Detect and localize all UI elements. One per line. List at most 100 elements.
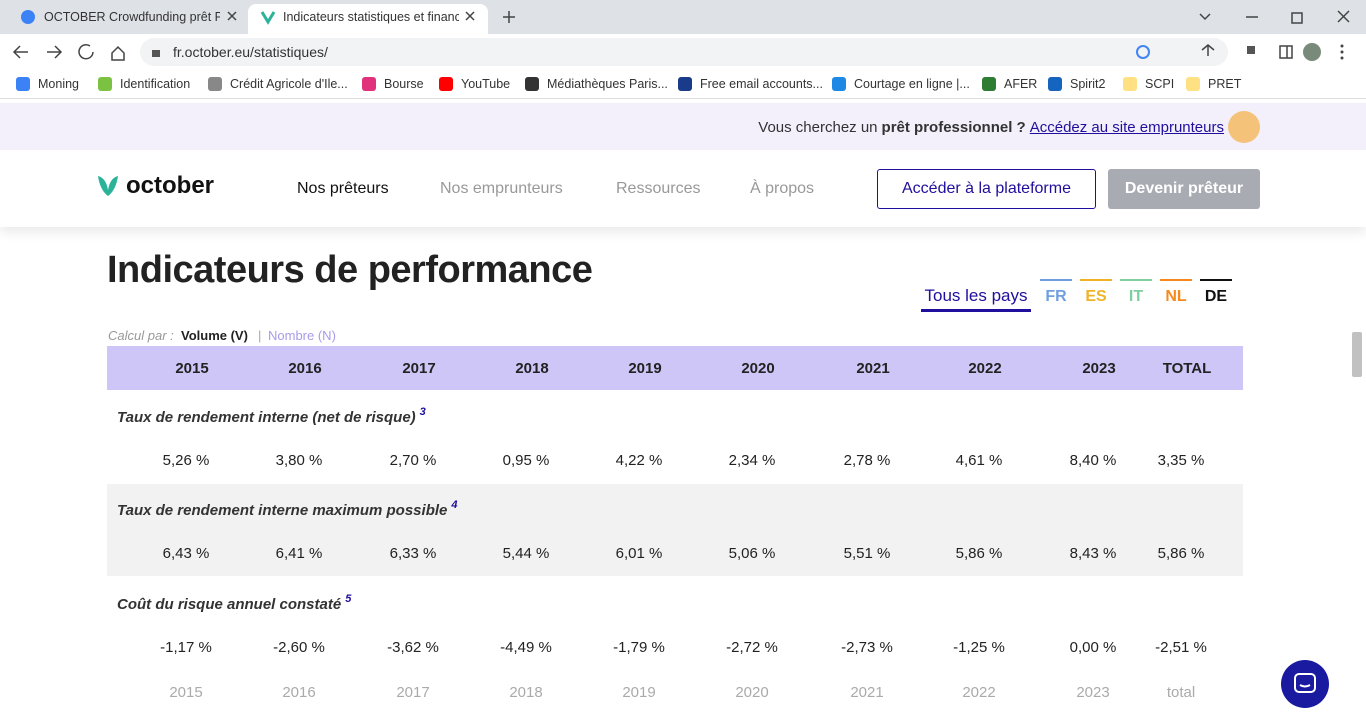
table-cell: 2,70 %	[389, 452, 437, 469]
bookmark[interactable]: Courtage en ligne |...	[854, 77, 970, 91]
table-cell: 2,34 %	[728, 452, 776, 469]
calc-label: Calcul par :	[108, 328, 174, 343]
bookmark-icon	[362, 77, 376, 91]
table-footer-cell: 2018	[509, 684, 543, 701]
table-footer-cell: 2017	[396, 684, 430, 701]
table-cell: -1,17 %	[160, 639, 212, 656]
bookmark[interactable]: PRET	[1208, 77, 1242, 91]
table-cell: 6,41 %	[275, 545, 323, 562]
bookmark[interactable]: Free email accounts...	[700, 77, 823, 91]
account-avatar[interactable]	[1228, 111, 1260, 143]
bookmark-icon	[439, 77, 453, 91]
banner-text: Vous cherchez un prêt professionnel ? Accé…	[758, 119, 1224, 136]
table-header-cell: 2017	[402, 360, 436, 377]
table-cell: 5,06 %	[728, 545, 776, 562]
row-note: 4	[451, 499, 458, 511]
banner	[0, 103, 1366, 150]
table-cell: -2,51 %	[1155, 639, 1207, 656]
table-cell: -2,60 %	[273, 639, 325, 656]
bookmark[interactable]: AFER	[1004, 77, 1038, 91]
table-header-cell: 2016	[288, 360, 322, 377]
table-cell: 4,22 %	[615, 452, 663, 469]
country-tab[interactable]: FR	[1040, 279, 1072, 306]
table-footer-cell: 2022	[962, 684, 996, 701]
table-cell: 6,43 %	[162, 545, 210, 562]
bookmark-icon	[1048, 77, 1062, 91]
table-cell: 0,00 %	[1069, 639, 1117, 656]
table-footer-cell: 2021	[850, 684, 884, 701]
row-note: 3	[419, 406, 426, 418]
country-tab[interactable]: IT	[1120, 279, 1152, 306]
row-note: 5	[345, 593, 352, 605]
table-cell: -1,25 %	[953, 639, 1005, 656]
chat-icon	[1294, 673, 1316, 693]
table-cell: -3,62 %	[387, 639, 439, 656]
table-cell: 5,86 %	[955, 545, 1003, 562]
country-tab[interactable]: NL	[1160, 279, 1192, 306]
tab-title[interactable]: Indicateurs statistiques et financi	[283, 10, 459, 24]
bookmark-icon	[1123, 77, 1137, 91]
table-cell: 8,40 %	[1069, 452, 1117, 469]
logo-icon	[98, 176, 118, 196]
row-label: Taux de rendement interne (net de risque…	[117, 409, 416, 426]
table-cell: -1,79 %	[613, 639, 665, 656]
omnibox[interactable]	[140, 38, 1228, 66]
table-cell: 2,78 %	[843, 452, 891, 469]
bookmark[interactable]: Moning	[38, 77, 79, 91]
url[interactable]: fr.october.eu/statistiques/	[173, 44, 328, 60]
nav-link[interactable]: Nos prêteurs	[297, 180, 389, 197]
table-footer-cell: 2023	[1076, 684, 1110, 701]
banner-lead: Vous cherchez un	[758, 119, 878, 136]
primary-button[interactable]: Accéder à la plateforme	[877, 169, 1096, 209]
chat-button[interactable]	[1281, 660, 1329, 708]
nav-link[interactable]: Ressources	[616, 180, 701, 197]
bookmark[interactable]: Médiathèques Paris...	[547, 77, 668, 91]
secondary-button[interactable]: Devenir prêteur	[1108, 169, 1260, 209]
table-header-cell: 2019	[628, 360, 662, 377]
table-cell: 3,35 %	[1157, 452, 1205, 469]
table-cell: -2,73 %	[841, 639, 893, 656]
calc-option[interactable]: Nombre (N)	[268, 328, 336, 343]
table-footer-cell: 2020	[735, 684, 769, 701]
bookmark[interactable]: Spirit2	[1070, 77, 1106, 91]
table-header-cell: 2015	[175, 360, 209, 377]
table-footer-cell: 2019	[622, 684, 656, 701]
table-header-cell: 2020	[741, 360, 775, 377]
nav-link[interactable]: À propos	[750, 180, 815, 197]
scrollbar-thumb[interactable]	[1352, 332, 1362, 377]
table-footer-cell: total	[1166, 684, 1196, 701]
bookmark[interactable]: Bourse	[384, 77, 424, 91]
table-cell: 5,86 %	[1157, 545, 1205, 562]
row-bg	[107, 484, 1243, 576]
nav-link[interactable]: Nos emprunteurs	[440, 180, 563, 197]
bookmark[interactable]: SCPI	[1145, 77, 1175, 91]
calc-option-active[interactable]: Volume (V)	[181, 328, 248, 343]
table-header-cell: 2018	[515, 360, 549, 377]
banner-bold: prêt professionnel ?	[881, 119, 1026, 136]
bookmark-icon	[832, 77, 846, 91]
country-tab[interactable]: ES	[1080, 279, 1112, 306]
bookmark[interactable]: Crédit Agricole d'Ile...	[230, 77, 348, 91]
bookmark-icon	[208, 77, 222, 91]
country-tab[interactable]: DE	[1200, 279, 1232, 306]
logo[interactable]: october	[126, 172, 215, 199]
tab-bar	[0, 0, 1366, 34]
table-cell: -4,49 %	[500, 639, 552, 656]
table-cell: 0,95 %	[502, 452, 550, 469]
bookmark-icon	[982, 77, 996, 91]
table-cell: 5,44 %	[502, 545, 550, 562]
table-footer-cell: 2015	[169, 684, 203, 701]
table-header-bg	[107, 346, 1243, 390]
country-tab[interactable]: Tous les pays	[921, 286, 1031, 312]
table-cell: 5,51 %	[843, 545, 891, 562]
tab-title[interactable]: OCTOBER Crowdfunding prêt PM	[44, 10, 220, 24]
bookmark-icon	[98, 77, 112, 91]
bookmark[interactable]: Identification	[120, 77, 191, 91]
banner-link[interactable]: Accédez au site emprunteurs	[1029, 119, 1224, 136]
table-cell: 8,43 %	[1069, 545, 1117, 562]
table-footer-cell: 2016	[282, 684, 316, 701]
active-tab[interactable]	[248, 4, 488, 34]
bookmark[interactable]: YouTube	[461, 77, 511, 91]
row-label: Coût du risque annuel constaté	[117, 596, 342, 613]
